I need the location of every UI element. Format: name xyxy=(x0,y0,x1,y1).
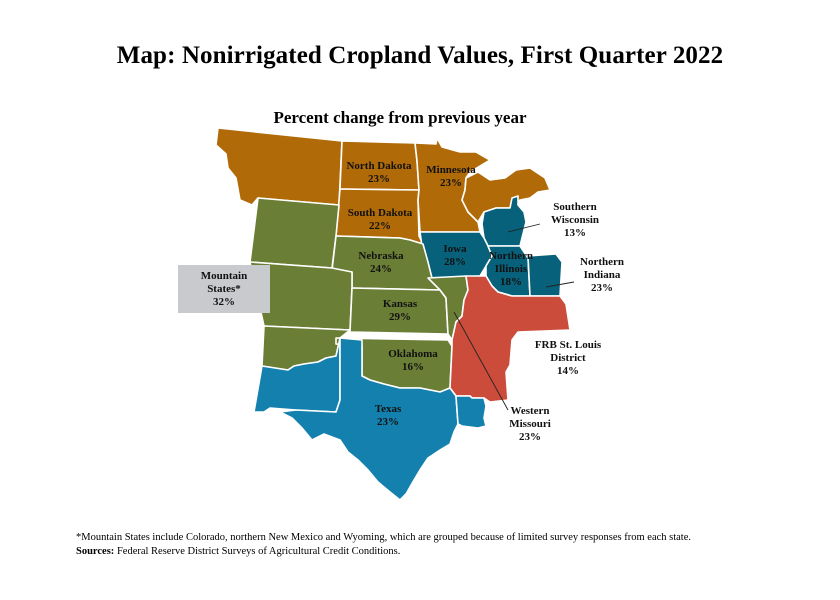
region-value: 23% xyxy=(377,416,399,428)
region-name: Wisconsin xyxy=(550,214,600,226)
region-name: FRB St. Louis xyxy=(534,339,602,351)
region-name: Northern xyxy=(489,250,533,262)
region-name: Illinois xyxy=(494,263,528,275)
region-name: Missouri xyxy=(509,418,551,430)
region-texas xyxy=(279,337,459,501)
region-value: 18% xyxy=(500,276,522,288)
label-iowa: Iowa 28% xyxy=(430,243,480,269)
region-value: 23% xyxy=(368,173,390,185)
footnote-note: *Mountain States include Colorado, north… xyxy=(76,532,692,543)
region-name: Iowa xyxy=(443,243,467,255)
label-oklahoma: Oklahoma 16% xyxy=(380,348,446,374)
label-south-dakota: South Dakota 22% xyxy=(342,207,418,233)
region-name: Kansas xyxy=(382,298,418,310)
region-name: Oklahoma xyxy=(388,348,438,360)
leader-line-western-missouri xyxy=(453,311,509,411)
label-nebraska: Nebraska 24% xyxy=(350,250,412,276)
sources-text: Federal Reserve District Surveys of Agri… xyxy=(114,546,401,557)
label-north-dakota: North Dakota 23% xyxy=(344,160,414,186)
label-northern-indiana: Northern Indiana 23% xyxy=(572,256,632,295)
region-value: 23% xyxy=(519,431,541,443)
region-name: Southern xyxy=(553,201,597,213)
region-name: Western xyxy=(510,405,550,417)
region-value: 28% xyxy=(444,256,466,268)
region-value: 23% xyxy=(440,177,462,189)
sources-label: Sources: xyxy=(76,546,115,557)
region-name: District xyxy=(550,352,586,364)
footnote-sources: Sources: Federal Reserve District Survey… xyxy=(76,545,691,559)
region-name: South Dakota xyxy=(347,207,413,219)
label-western-missouri: Western Missouri 23% xyxy=(498,405,562,444)
region-wyoming xyxy=(249,197,340,269)
label-texas: Texas 23% xyxy=(360,403,416,429)
label-northern-illinois: Northern Illinois 18% xyxy=(484,250,538,289)
leader-line-wisconsin xyxy=(507,223,541,233)
region-montana xyxy=(215,127,343,206)
region-northern-louisiana xyxy=(455,395,487,429)
region-value: 13% xyxy=(564,227,586,239)
region-value: 23% xyxy=(591,282,613,294)
label-minnesota: Minnesota 23% xyxy=(418,164,484,190)
region-name: Indiana xyxy=(583,269,621,281)
leader-line-indiana xyxy=(545,281,575,288)
region-value: 24% xyxy=(370,263,392,275)
region-name: Northern xyxy=(580,256,624,268)
region-value: 14% xyxy=(557,365,579,377)
region-value: 32% xyxy=(213,295,235,308)
region-frb-st-louis xyxy=(449,275,571,403)
footnote: *Mountain States include Colorado, north… xyxy=(76,531,691,559)
region-value: 16% xyxy=(402,361,424,373)
region-value: 22% xyxy=(369,220,391,232)
region-name: Nebraska xyxy=(358,250,404,262)
region-northern-wisconsin xyxy=(461,167,551,223)
label-mountain-states: Mountain States* 32% xyxy=(201,270,247,309)
label-southern-wisconsin: Southern Wisconsin 13% xyxy=(540,201,610,240)
region-name: Mountain xyxy=(200,269,248,282)
page-title: Map: Nonirrigated Cropland Values, First… xyxy=(116,42,724,69)
label-kansas: Kansas 29% xyxy=(370,298,430,324)
region-name: Texas xyxy=(374,403,402,415)
region-name: States* xyxy=(207,282,241,295)
label-frb-st-louis: FRB St. Louis District 14% xyxy=(526,339,610,378)
map-subtitle: Percent change from previous year xyxy=(273,108,527,127)
region-name: Minnesota xyxy=(426,164,476,176)
mountain-states-box: Mountain States* 32% xyxy=(178,265,270,313)
region-value: 29% xyxy=(389,311,411,323)
region-name: North Dakota xyxy=(346,160,412,172)
